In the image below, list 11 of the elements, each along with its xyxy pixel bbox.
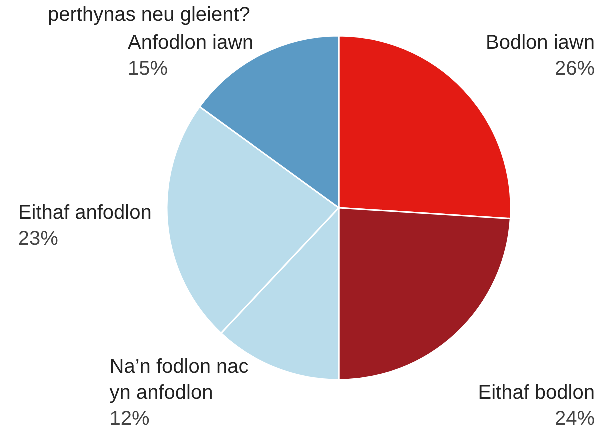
slice-label: Eithaf anfodlon — [18, 202, 152, 224]
data-label: 12% — [110, 408, 150, 430]
data-label: 23% — [18, 228, 58, 250]
chart-title: perthynas neu gleient? — [48, 4, 250, 26]
data-label: 26% — [554, 58, 595, 80]
slice-label: Bodlon iawn — [486, 32, 595, 54]
data-label: 24% — [554, 408, 595, 430]
slice-label: Na’n fodlon nac yn anfodlon — [110, 356, 249, 404]
slice-label: Eithaf bodlon — [478, 382, 595, 404]
slice-label: Anfodlon iawn — [128, 32, 254, 54]
data-label: 15% — [128, 58, 168, 80]
